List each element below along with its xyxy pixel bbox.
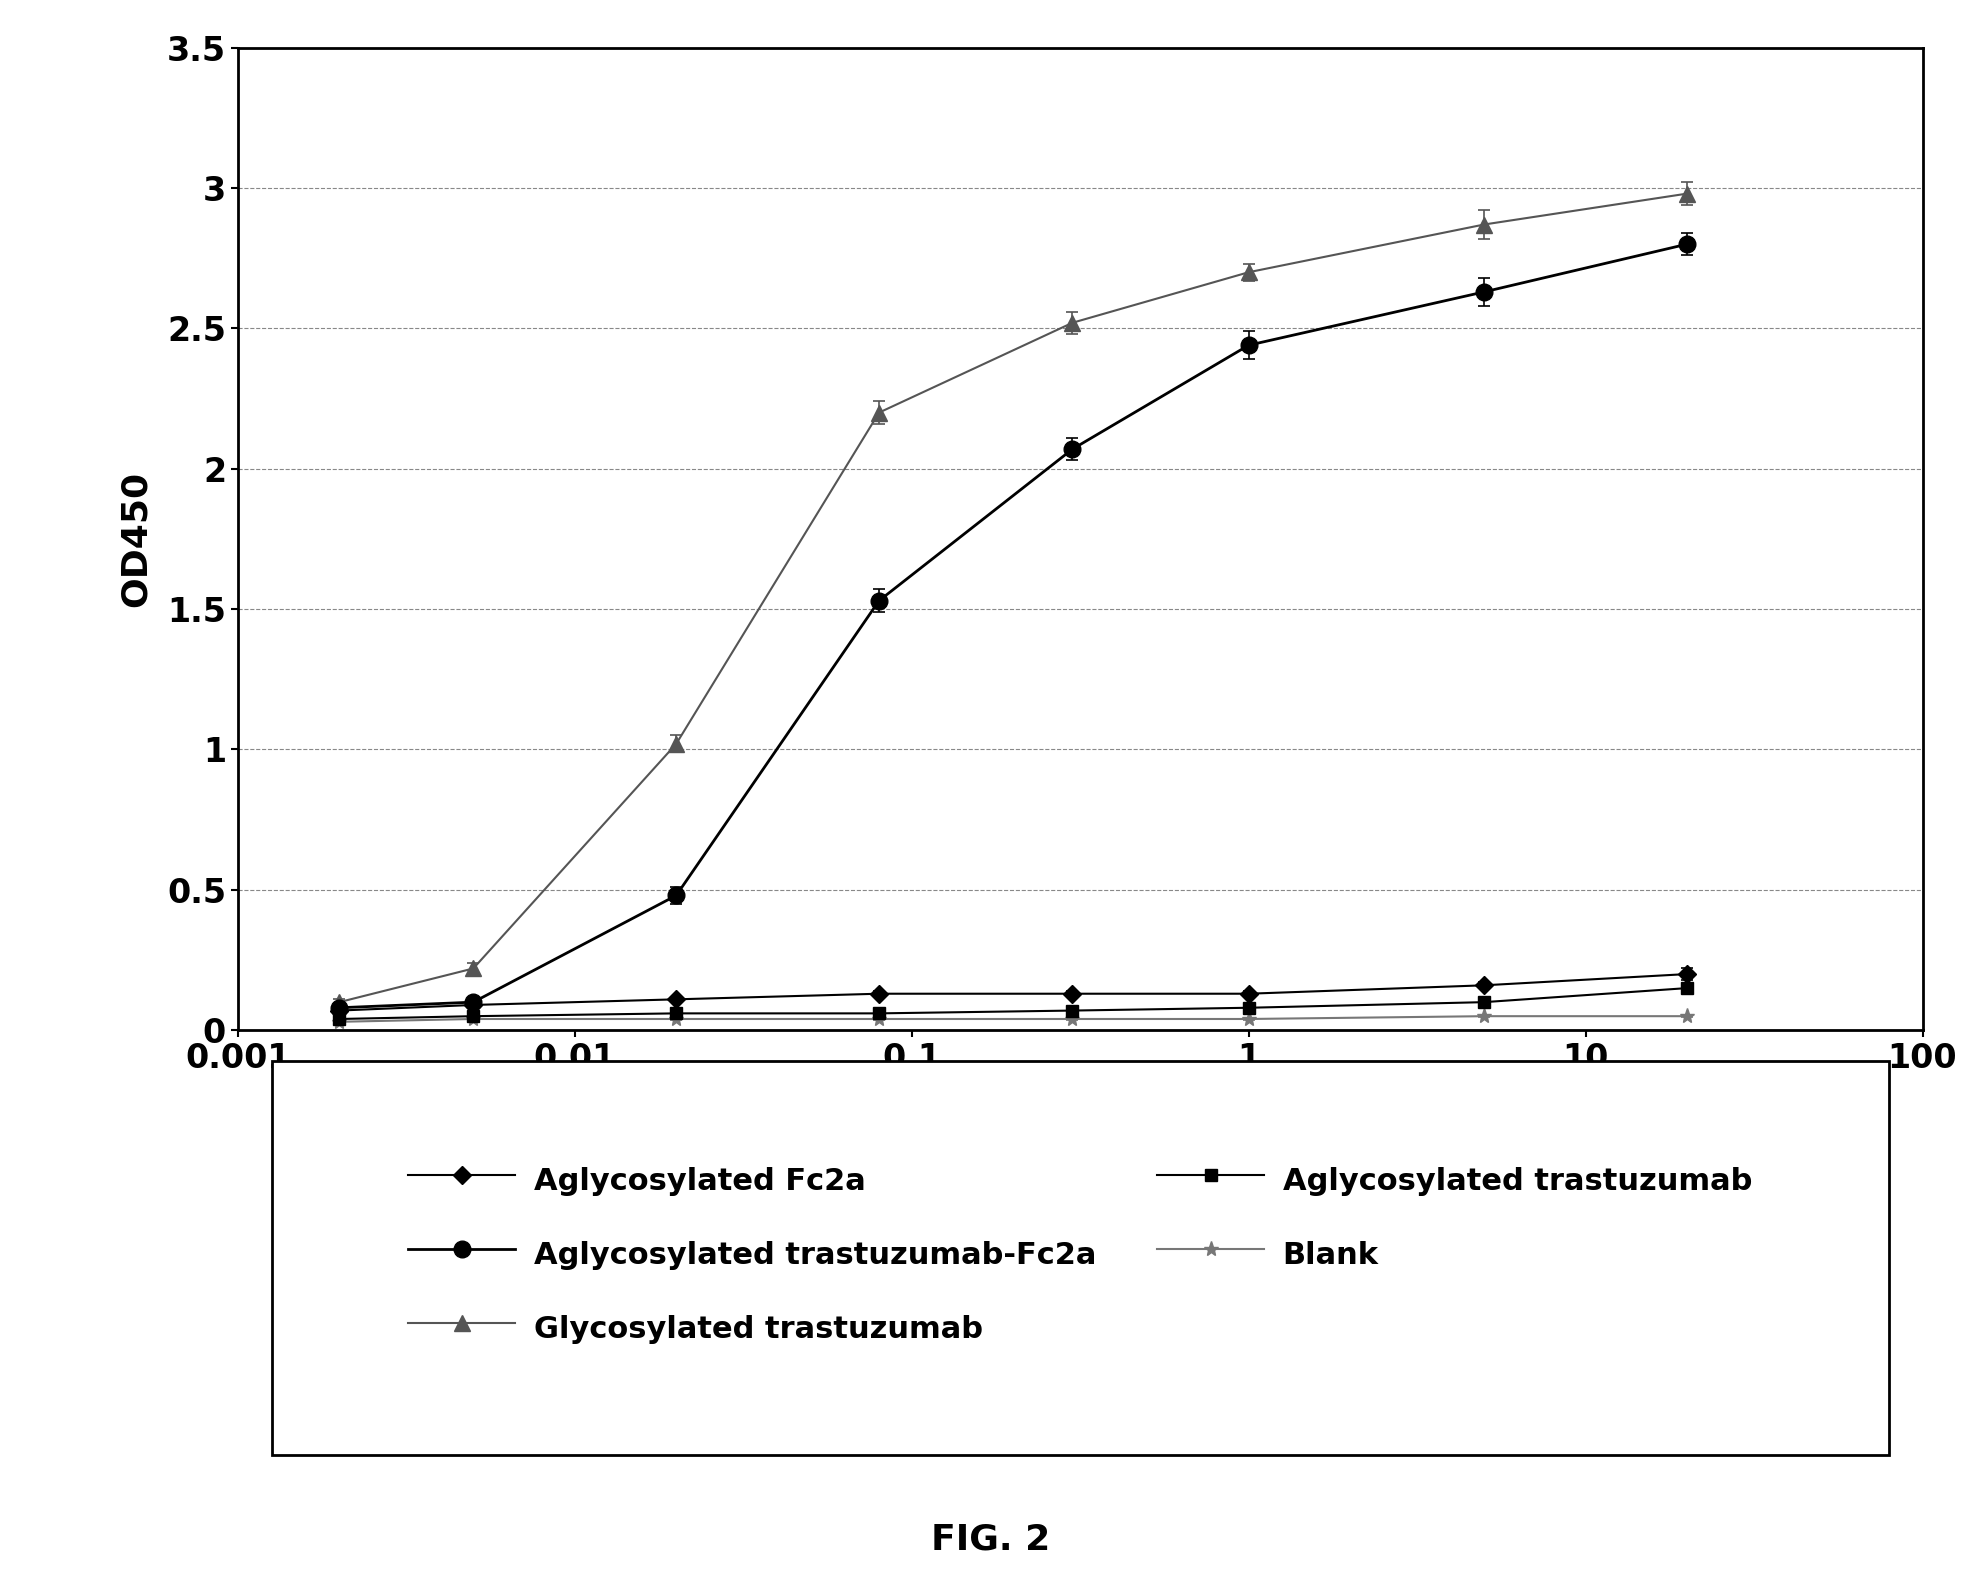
FancyBboxPatch shape — [272, 1061, 1889, 1455]
Y-axis label: OD450: OD450 — [119, 472, 153, 607]
X-axis label: FcγRIIa-GST concentration (μg/ml): FcγRIIa-GST concentration (μg/ml) — [729, 1089, 1431, 1123]
Legend: Aglycosylated Fc2a, Aglycosylated trastuzumab-Fc2a, Glycosylated trastuzumab, Ag: Aglycosylated Fc2a, Aglycosylated trastu… — [373, 1124, 1788, 1383]
Text: FIG. 2: FIG. 2 — [932, 1523, 1050, 1556]
